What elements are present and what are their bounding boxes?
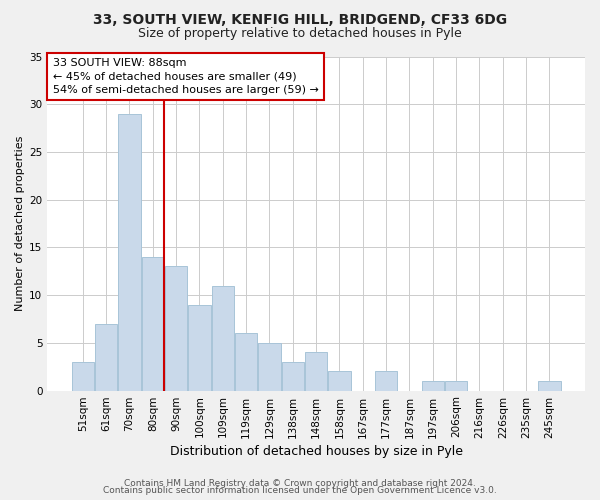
X-axis label: Distribution of detached houses by size in Pyle: Distribution of detached houses by size … bbox=[170, 444, 463, 458]
Text: Contains public sector information licensed under the Open Government Licence v3: Contains public sector information licen… bbox=[103, 486, 497, 495]
Text: Contains HM Land Registry data © Crown copyright and database right 2024.: Contains HM Land Registry data © Crown c… bbox=[124, 478, 476, 488]
Y-axis label: Number of detached properties: Number of detached properties bbox=[15, 136, 25, 311]
Bar bbox=[538, 381, 560, 390]
Bar bbox=[282, 362, 304, 390]
Bar bbox=[142, 257, 164, 390]
Bar bbox=[328, 372, 350, 390]
Bar bbox=[259, 343, 281, 390]
Bar bbox=[235, 334, 257, 390]
Bar bbox=[165, 266, 187, 390]
Text: 33 SOUTH VIEW: 88sqm
← 45% of detached houses are smaller (49)
54% of semi-detac: 33 SOUTH VIEW: 88sqm ← 45% of detached h… bbox=[53, 58, 319, 94]
Bar bbox=[95, 324, 117, 390]
Text: 33, SOUTH VIEW, KENFIG HILL, BRIDGEND, CF33 6DG: 33, SOUTH VIEW, KENFIG HILL, BRIDGEND, C… bbox=[93, 12, 507, 26]
Bar bbox=[188, 304, 211, 390]
Bar bbox=[72, 362, 94, 390]
Bar bbox=[212, 286, 234, 391]
Bar bbox=[422, 381, 444, 390]
Bar bbox=[305, 352, 327, 391]
Bar bbox=[445, 381, 467, 390]
Text: Size of property relative to detached houses in Pyle: Size of property relative to detached ho… bbox=[138, 28, 462, 40]
Bar bbox=[118, 114, 140, 390]
Bar bbox=[375, 372, 397, 390]
